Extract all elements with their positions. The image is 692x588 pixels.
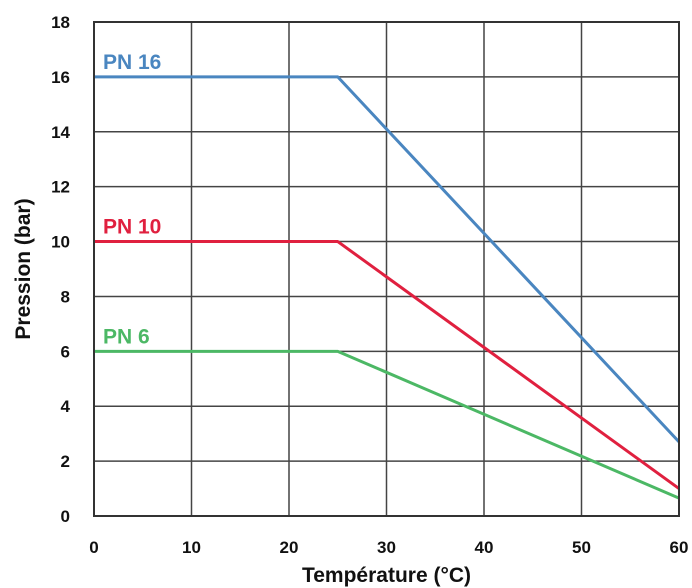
series-label-pn6: PN 6 — [103, 325, 150, 348]
x-tick-label: 60 — [670, 538, 689, 557]
series-line-pn10 — [94, 240, 680, 490]
y-tick-labels: 0 2 4 6 8 10 12 14 16 18 — [51, 13, 70, 526]
x-tick-label: 0 — [89, 538, 98, 557]
x-tick-label: 10 — [182, 538, 201, 557]
y-tick-label: 2 — [61, 452, 70, 471]
x-tick-label: 20 — [280, 538, 299, 557]
x-axis-title: Température (°C) — [302, 564, 471, 587]
series-lines — [94, 75, 681, 500]
y-tick-label: 14 — [51, 123, 70, 142]
series-label-pn16: PN 16 — [103, 51, 161, 74]
grid — [93, 21, 680, 517]
series-label-pn10: PN 10 — [103, 216, 161, 239]
plot-frame — [93, 21, 680, 517]
series-line-pn6 — [94, 349, 680, 500]
x-tick-label: 40 — [475, 538, 494, 557]
series-line-pn16 — [94, 75, 681, 443]
y-tick-label: 10 — [51, 233, 70, 252]
x-tick-labels: 0 10 20 30 40 50 60 — [89, 538, 688, 557]
y-tick-label: 18 — [51, 13, 70, 32]
x-tick-label: 30 — [377, 538, 396, 557]
y-tick-label: 4 — [61, 397, 71, 416]
series-labels: PN 16 PN 10 PN 6 — [103, 51, 161, 348]
y-tick-label: 0 — [61, 507, 70, 526]
y-axis-title: Pression (bar) — [12, 198, 35, 339]
y-tick-label: 6 — [61, 342, 70, 361]
y-tick-label: 12 — [51, 178, 70, 197]
x-tick-label: 50 — [572, 538, 591, 557]
y-tick-label: 8 — [61, 287, 70, 306]
y-tick-label: 16 — [51, 68, 70, 87]
